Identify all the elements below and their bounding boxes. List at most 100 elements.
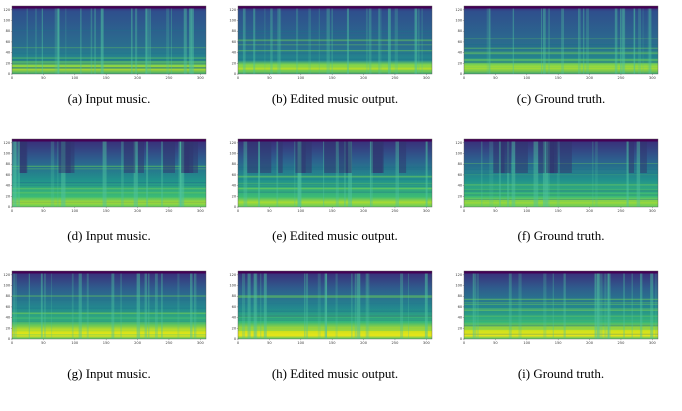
x-tick-label: 250	[618, 76, 626, 80]
y-tick-label: 0	[234, 337, 237, 341]
y-tick-label: 40	[6, 316, 11, 320]
band	[464, 58, 658, 61]
onset	[498, 141, 501, 207]
band	[238, 58, 432, 60]
x-tick-label: 0	[11, 341, 14, 345]
onset	[621, 8, 624, 74]
onset	[324, 273, 327, 339]
x-tick-label: 200	[134, 341, 142, 345]
band	[238, 187, 432, 190]
onset	[135, 8, 138, 74]
onset	[308, 8, 311, 74]
y-tick-label: 60	[458, 305, 463, 309]
x-tick-label: 250	[392, 341, 400, 345]
onset	[190, 273, 193, 339]
x-tick-label: 250	[392, 76, 400, 80]
band	[464, 189, 658, 191]
frame	[11, 138, 207, 208]
onset	[26, 8, 28, 74]
spectrogram-base	[238, 271, 432, 339]
band	[12, 182, 206, 184]
onset	[358, 273, 361, 339]
x-tick-label: 50	[41, 341, 46, 345]
x-tick-label: 150	[555, 209, 563, 213]
x-tick-label: 0	[237, 209, 240, 213]
onset	[620, 8, 622, 74]
x-tick-label: 200	[586, 209, 594, 213]
frame	[237, 270, 433, 340]
onset	[57, 8, 60, 74]
onset	[243, 141, 248, 207]
onset	[54, 8, 58, 74]
onset	[166, 8, 170, 74]
spectrogram-base	[464, 271, 658, 339]
y-tick-label: 60	[458, 173, 463, 177]
onset	[90, 8, 93, 74]
spectrogram-base	[238, 6, 432, 74]
onset	[247, 273, 251, 339]
onset	[112, 273, 115, 339]
onset	[424, 273, 428, 339]
band	[12, 67, 206, 69]
top-strip	[12, 271, 206, 274]
onset	[655, 273, 657, 339]
y-tick-label: 40	[232, 51, 237, 55]
onset	[294, 141, 296, 207]
onset	[421, 8, 423, 74]
onset	[596, 273, 600, 339]
onset	[594, 273, 597, 339]
x-tick-label: 300	[423, 209, 431, 213]
onset	[51, 273, 53, 339]
onset	[304, 273, 306, 339]
caption: (b) Edited music output.	[272, 91, 398, 106]
x-tick-label: 200	[134, 209, 142, 213]
band	[12, 185, 206, 187]
y-tick-label: 0	[234, 72, 237, 76]
onset	[190, 8, 194, 74]
band	[464, 298, 658, 300]
onset	[365, 8, 368, 74]
y-tick-label: 80	[6, 294, 11, 298]
x-tick-label: 50	[493, 76, 498, 80]
spectrogram	[238, 6, 432, 74]
x-tick-label: 300	[197, 76, 205, 80]
onset	[548, 8, 550, 74]
band	[238, 50, 432, 52]
onset	[368, 8, 372, 74]
onset	[100, 8, 103, 74]
x-tick-label: 300	[649, 209, 657, 213]
y-tick-label: 40	[232, 316, 237, 320]
band	[12, 192, 206, 194]
onset	[614, 8, 618, 74]
y-tick-label: 120	[3, 273, 11, 277]
y-tick-label: 0	[234, 205, 237, 209]
band	[238, 52, 432, 55]
band	[238, 38, 432, 40]
band	[238, 310, 432, 313]
band	[464, 59, 658, 62]
onset	[481, 141, 483, 207]
spectrogram	[464, 6, 658, 74]
onset	[14, 141, 20, 207]
onset	[592, 141, 594, 207]
band	[238, 187, 432, 189]
onset	[586, 8, 589, 74]
x-tick-label: 100	[523, 76, 531, 80]
x-tick-label: 200	[586, 341, 594, 345]
spectrogram-base	[12, 271, 206, 339]
spectrogram-panel: 0 20 40 60 80 100 120 0 50 100 150 200 250 300 (f) Gro…	[455, 138, 659, 243]
band	[464, 38, 658, 40]
onset	[170, 8, 172, 74]
y-tick-label: 60	[6, 40, 11, 44]
band	[12, 67, 206, 69]
band	[238, 303, 432, 304]
y-tick-label: 80	[232, 162, 237, 166]
x-tick-label: 0	[463, 209, 466, 213]
x-tick-label: 150	[555, 76, 563, 80]
caption: (h) Edited music output.	[272, 366, 398, 381]
band	[12, 29, 206, 32]
onset	[647, 8, 651, 74]
x-tick-label: 200	[360, 76, 368, 80]
onset	[634, 8, 636, 74]
